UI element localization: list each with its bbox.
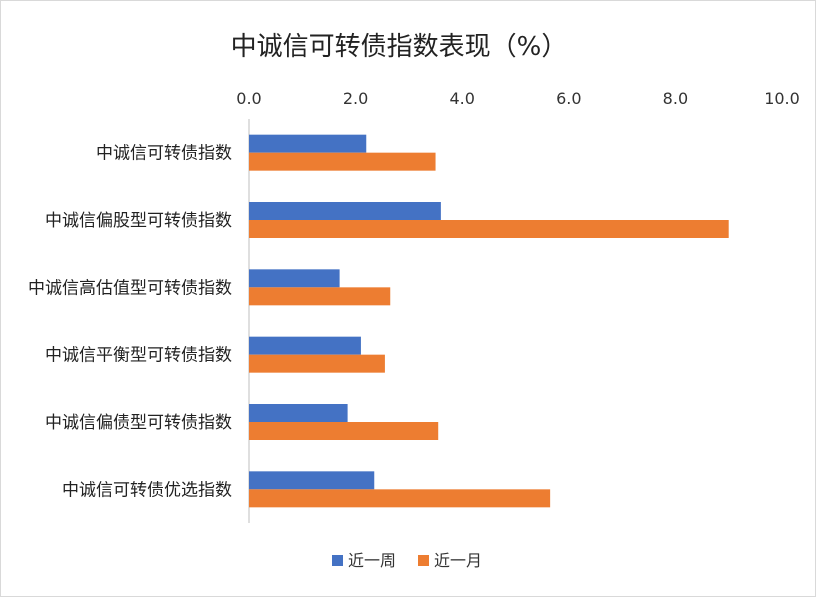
bar-week-5 xyxy=(249,471,375,490)
legend-label-0: 近一周 xyxy=(348,551,396,570)
bar-week-2 xyxy=(249,269,340,288)
legend: 近一周 近一月 xyxy=(332,551,482,570)
legend-label-1: 近一月 xyxy=(434,551,482,570)
x-tick-label: 6.0 xyxy=(556,89,581,108)
x-tick-label: 0.0 xyxy=(236,89,261,108)
bar-month-2 xyxy=(249,287,391,306)
x-tick-label: 8.0 xyxy=(663,89,688,108)
bar-week-1 xyxy=(249,202,441,220)
category-label: 中诚信偏债型可转债指数 xyxy=(45,413,232,433)
bars xyxy=(249,134,729,508)
bar-month-1 xyxy=(249,220,729,238)
bar-month-4 xyxy=(249,422,439,440)
x-tick-label: 2.0 xyxy=(343,89,368,108)
bar-month-5 xyxy=(249,489,551,508)
chart-title: 中诚信可转债指数表现（%） xyxy=(231,32,568,62)
bar-month-3 xyxy=(249,354,385,373)
category-label: 中诚信偏股型可转债指数 xyxy=(45,211,232,231)
x-tick-label: 10.0 xyxy=(764,89,800,108)
x-axis-ticks: 0.0 2.0 4.0 6.0 8.0 10.0 xyxy=(236,89,800,108)
bar-month-0 xyxy=(249,152,436,171)
bar-week-3 xyxy=(249,336,361,355)
category-label: 中诚信可转债优选指数 xyxy=(62,480,232,500)
legend-swatch-0 xyxy=(332,555,343,566)
x-tick-label: 4.0 xyxy=(449,89,474,108)
bar-week-4 xyxy=(249,404,348,422)
bar-week-0 xyxy=(249,134,367,153)
category-label: 中诚信高估值型可转债指数 xyxy=(28,278,232,298)
category-label: 中诚信可转债指数 xyxy=(96,144,232,164)
legend-swatch-1 xyxy=(418,555,429,566)
category-label: 中诚信平衡型可转债指数 xyxy=(45,346,232,366)
category-labels: 中诚信可转债指数中诚信偏股型可转债指数中诚信高估值型可转债指数中诚信平衡型可转债… xyxy=(28,144,232,501)
